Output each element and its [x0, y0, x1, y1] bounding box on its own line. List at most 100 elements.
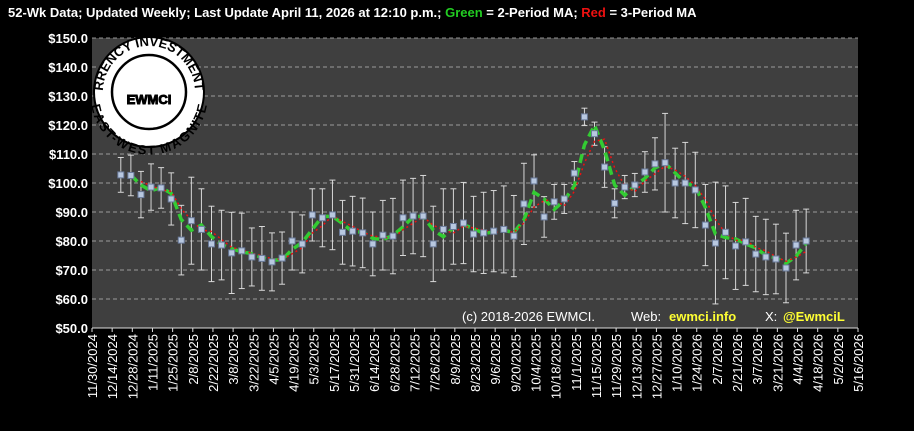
title-part: Red: [581, 5, 606, 20]
y-tick-label: $100.0: [48, 176, 88, 191]
data-point: [238, 247, 246, 255]
footer-part: @EwmciL: [783, 309, 845, 324]
data-point: [691, 186, 699, 194]
data-point: [429, 240, 437, 248]
ma3-line: [140, 138, 807, 263]
data-point: [359, 229, 367, 237]
data-point: [792, 241, 800, 249]
data-point: [137, 191, 145, 199]
x-tick-label: 4/4/2026: [791, 334, 806, 385]
x-tick-label: 9/6/2025: [488, 334, 503, 385]
data-point: [621, 183, 629, 191]
x-tick-label: 6/28/2025: [387, 334, 402, 392]
data-point: [439, 225, 447, 233]
data-point: [802, 237, 810, 245]
x-tick-label: 8/9/2025: [448, 334, 463, 385]
x-tick-label: 4/18/2026: [811, 334, 826, 392]
x-tick-label: 7/12/2025: [408, 334, 423, 392]
title-part: 52-Wk Data; Updated Weekly; Last Update …: [8, 5, 445, 20]
x-tick-label: 12/28/2024: [125, 334, 140, 399]
data-point: [308, 211, 316, 219]
y-tick-label: $150.0: [48, 31, 88, 46]
x-tick-label: 5/16/2026: [851, 334, 866, 392]
data-point: [339, 228, 347, 236]
data-point: [127, 171, 135, 179]
data-point: [550, 198, 558, 206]
data-point: [782, 264, 790, 272]
title-part: = 2-Period MA;: [483, 5, 582, 20]
data-point: [641, 168, 649, 176]
y-tick-label: $80.0: [55, 234, 88, 249]
y-tick-label: $110.0: [49, 147, 88, 162]
y-tick-label: $60.0: [55, 292, 88, 307]
data-point: [470, 230, 478, 238]
y-tick-label: $50.0: [55, 321, 88, 336]
x-tick-label: 3/7/2026: [750, 334, 765, 385]
x-tick-label: 9/20/2025: [508, 334, 523, 392]
data-point: [722, 228, 730, 236]
title-part: Green: [445, 5, 483, 20]
data-point: [459, 219, 467, 227]
data-point: [318, 214, 326, 222]
data-point: [732, 242, 740, 250]
data-point: [399, 214, 407, 222]
data-point: [752, 250, 760, 258]
x-tick-label: 6/14/2025: [367, 334, 382, 392]
x-tick-label: 4/5/2025: [266, 334, 281, 385]
data-point: [540, 213, 548, 221]
data-point: [218, 241, 226, 249]
x-tick-label: 12/14/2024: [105, 334, 120, 399]
data-point: [711, 239, 719, 247]
x-tick-label: 11/29/2025: [609, 334, 624, 398]
x-tick-label: 12/27/2025: [649, 334, 664, 399]
data-point: [591, 130, 599, 138]
x-tick-label: 11/30/2024: [85, 334, 100, 398]
data-point: [177, 236, 185, 244]
data-point: [369, 240, 377, 248]
x-tick-label: 1/11/2025: [145, 334, 160, 391]
x-tick-label: 11/1/2025: [569, 334, 584, 391]
data-point: [167, 195, 175, 203]
title-part: = 3-Period MA: [606, 5, 697, 20]
x-tick-label: 4/19/2025: [287, 334, 302, 392]
x-tick-label: 2/7/2026: [710, 334, 725, 385]
ma2-line: [129, 121, 808, 266]
x-tick-label: 8/23/2025: [468, 334, 483, 392]
chart-title: 52-Wk Data; Updated Weekly; Last Update …: [8, 5, 697, 20]
data-point: [268, 258, 276, 266]
x-tick-label: 10/18/2025: [549, 334, 564, 399]
data-point: [157, 184, 165, 192]
data-point: [228, 249, 236, 257]
x-tick-label: 5/2/2026: [831, 334, 846, 385]
data-point: [298, 240, 306, 248]
data-point: [288, 237, 296, 245]
x-tick-label: 1/25/2025: [166, 334, 181, 392]
data-point: [409, 212, 417, 220]
data-point: [449, 223, 457, 230]
footer-part: Web:: [631, 309, 661, 324]
y-tick-label: $130.0: [48, 89, 88, 104]
data-point: [701, 221, 709, 229]
x-tick-label: 2/21/2026: [730, 334, 745, 392]
data-point: [187, 217, 195, 225]
y-tick-label: $90.0: [55, 205, 88, 220]
data-point: [248, 253, 256, 261]
data-point: [580, 113, 588, 121]
data-point: [258, 254, 266, 262]
data-point: [520, 200, 528, 208]
y-tick-label: $70.0: [55, 263, 88, 278]
data-point: [117, 171, 125, 179]
footer-part: ewmci.info: [669, 309, 736, 324]
data-point: [379, 231, 387, 239]
x-tick-label: 1/24/2026: [690, 334, 705, 392]
data-point: [278, 254, 286, 262]
data-point: [208, 240, 216, 248]
data-point: [661, 159, 669, 167]
x-tick-label: 3/8/2025: [226, 334, 241, 385]
data-point: [681, 179, 689, 187]
data-point: [762, 253, 770, 261]
data-point: [742, 238, 750, 246]
data-point: [560, 195, 568, 203]
logo-center: EWMCI: [127, 92, 172, 107]
